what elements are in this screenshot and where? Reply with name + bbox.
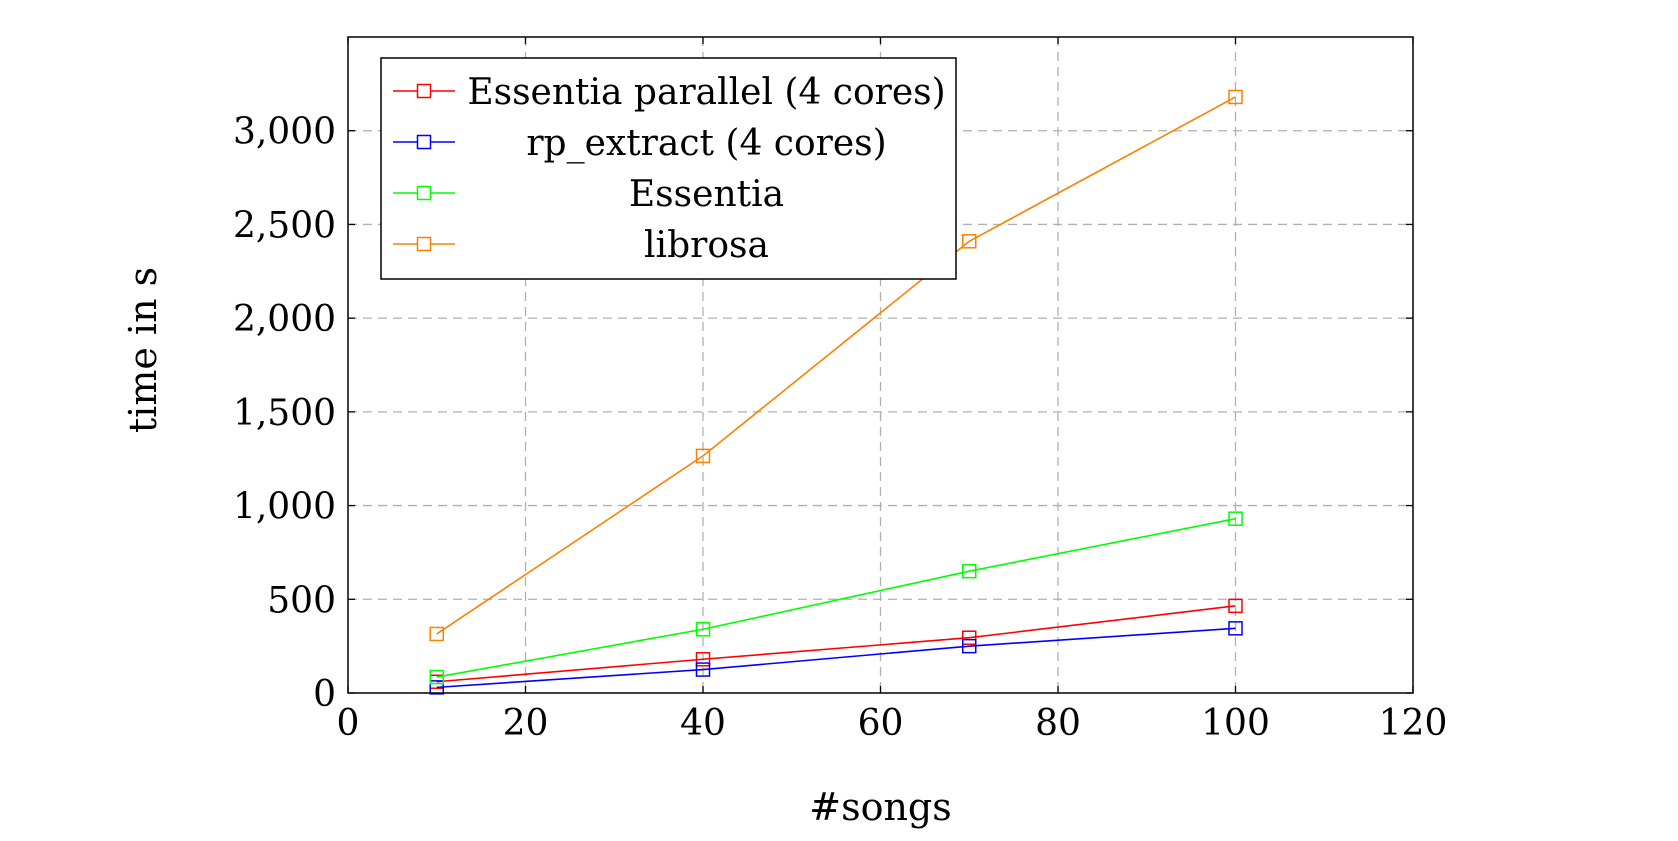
data-point — [429, 626, 444, 642]
x-tick-label: 120 — [1379, 703, 1448, 744]
data-point — [962, 638, 977, 654]
data-point — [429, 680, 444, 695]
series-line — [436, 605, 1236, 683]
data-point — [1228, 598, 1243, 614]
series-line — [436, 627, 1236, 689]
legend-box — [380, 57, 957, 280]
legend-entry: Essentia — [393, 174, 784, 215]
series-1 — [429, 598, 1243, 690]
y-axis-label: time in s — [121, 267, 165, 433]
data-point — [695, 652, 711, 667]
legend-entry: rp_extract (4 cores) — [393, 123, 887, 164]
series-3 — [429, 511, 1243, 685]
data-point — [1228, 621, 1243, 636]
legend-entry: Essentia parallel (4 cores) — [393, 72, 946, 113]
x-tick-label: 80 — [1035, 703, 1081, 744]
legend-marker — [416, 236, 432, 252]
series-line — [436, 517, 1236, 678]
y-tick-label: 1,000 — [233, 487, 336, 528]
legend-marker — [416, 83, 432, 99]
legend-entry: librosa — [393, 225, 769, 266]
data-point — [695, 662, 711, 677]
series-group — [429, 89, 1243, 695]
data-point — [962, 234, 977, 249]
y-tick-label: 2,500 — [233, 205, 336, 246]
data-point — [1228, 89, 1243, 105]
data-point — [429, 669, 444, 685]
data-point — [695, 622, 711, 637]
legend-marker — [416, 134, 432, 150]
y-tick-label: 2,000 — [233, 299, 336, 340]
legend-label: Essentia parallel (4 cores) — [467, 72, 945, 113]
data-point — [695, 448, 711, 464]
legend: Essentia parallel (4 cores) rp_extract (4… — [380, 57, 957, 280]
data-point — [962, 563, 977, 579]
legend-marker — [416, 185, 432, 201]
axis-ticks: 0 20 40 60 80 100 120 0 500 1,000 1,500 2,000 2,500 3… — [233, 37, 1447, 744]
data-point — [1228, 511, 1243, 526]
x-tick-label: 0 — [337, 703, 360, 744]
legend-label: librosa — [644, 225, 769, 266]
x-tick-label: 100 — [1201, 703, 1270, 744]
series-2 — [429, 621, 1243, 695]
series-line — [436, 96, 1236, 635]
legend-label: Essentia — [629, 174, 784, 215]
data-point — [962, 630, 977, 645]
x-tick-label: 60 — [858, 703, 904, 744]
series-4 — [429, 89, 1243, 642]
y-tick-label: 500 — [267, 580, 336, 621]
x-axis-label: #songs — [809, 785, 952, 829]
x-tick-label: 40 — [680, 703, 726, 744]
y-tick-label: 1,500 — [233, 393, 336, 434]
legend-label: rp_extract (4 cores) — [526, 123, 886, 164]
y-tick-label: 0 — [313, 674, 336, 715]
y-tick-label: 3,000 — [233, 112, 336, 153]
x-tick-label: 20 — [503, 703, 549, 744]
